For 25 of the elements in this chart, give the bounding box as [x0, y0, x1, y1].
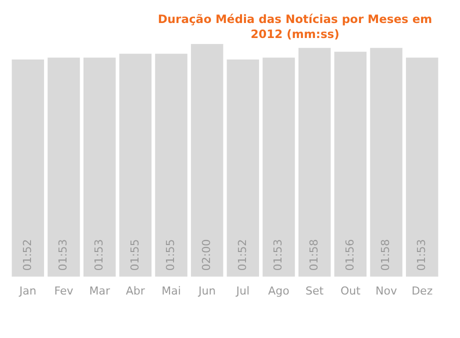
x-tick-label: Abr [126, 284, 146, 298]
x-tick-label: Out [340, 284, 362, 298]
data-label: 01:53 [414, 239, 428, 271]
x-tick-label: Mai [162, 284, 181, 298]
x-tick-label: Jul [235, 284, 250, 298]
data-label: 01:52 [20, 239, 34, 271]
data-label: 01:55 [164, 239, 178, 271]
x-tick-label: Jan [18, 284, 36, 298]
x-tick-label: Set [306, 284, 324, 298]
chart-title: Duração Média das Notícias por Meses em 2012 (mm:ss) [156, 12, 434, 42]
x-tick-label: Jun [197, 284, 216, 298]
x-tick-label: Fev [54, 284, 74, 298]
data-label: 01:53 [272, 239, 285, 271]
x-tick-label: Mar [89, 284, 110, 298]
x-tick-label: Ago [268, 284, 290, 298]
data-label: 01:56 [343, 239, 356, 271]
data-label: 01:58 [379, 239, 392, 271]
x-tick-label: Nov [376, 284, 398, 298]
data-label: 02:00 [200, 239, 213, 271]
x-tick-label: Dez [412, 284, 433, 298]
data-label: 01:55 [128, 239, 142, 271]
data-label: 01:52 [236, 239, 249, 271]
data-label: 01:58 [307, 239, 320, 271]
data-label: 01:53 [56, 239, 70, 271]
data-label: 01:53 [92, 239, 106, 271]
